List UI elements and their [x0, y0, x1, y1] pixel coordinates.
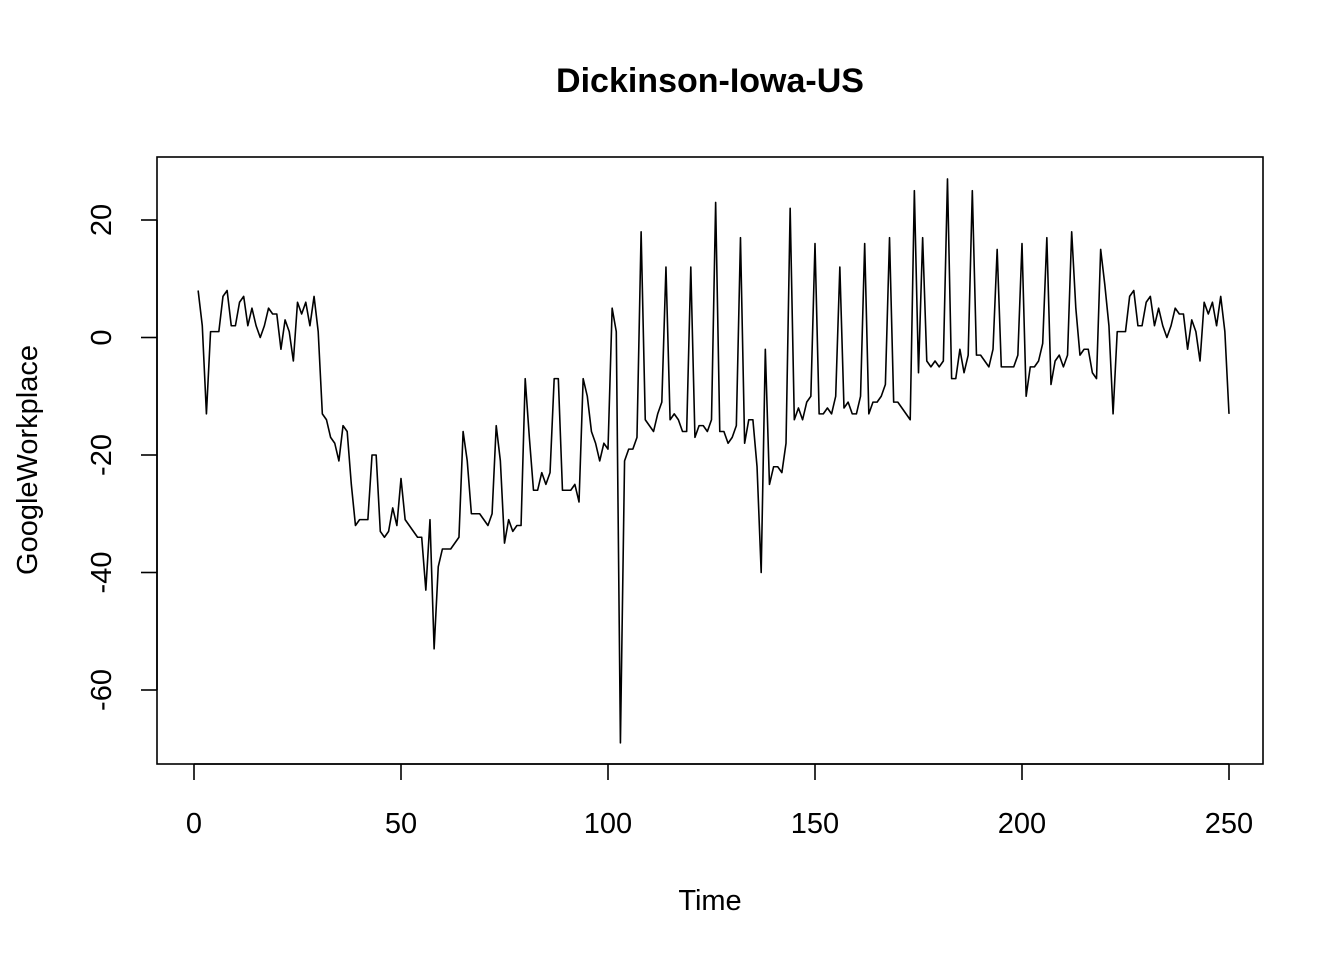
y-tick-label: -20: [86, 434, 118, 476]
y-axis-label: GoogleWorkplace: [12, 345, 44, 575]
x-axis-label: Time: [678, 885, 741, 917]
x-tick-label: 200: [998, 808, 1046, 840]
x-tick-label: 100: [584, 808, 632, 840]
x-tick-label: 50: [385, 808, 417, 840]
series-line: [197, 178, 1230, 744]
x-tick-label: 150: [791, 808, 839, 840]
y-axis: 20 0 -20 -40 -60: [86, 204, 158, 711]
plot-frame: [156, 156, 1264, 765]
y-tick-label: 20: [86, 204, 118, 236]
y-tick-label: -60: [86, 669, 118, 711]
x-tick-label: 250: [1205, 808, 1253, 840]
x-axis: 0 50 100 150 200 250: [186, 763, 1253, 840]
x-tick-label: 0: [186, 808, 202, 840]
chart-title: Dickinson-Iowa-US: [556, 62, 864, 100]
y-tick-label: -40: [86, 552, 118, 594]
y-tick-label: 0: [86, 329, 118, 345]
